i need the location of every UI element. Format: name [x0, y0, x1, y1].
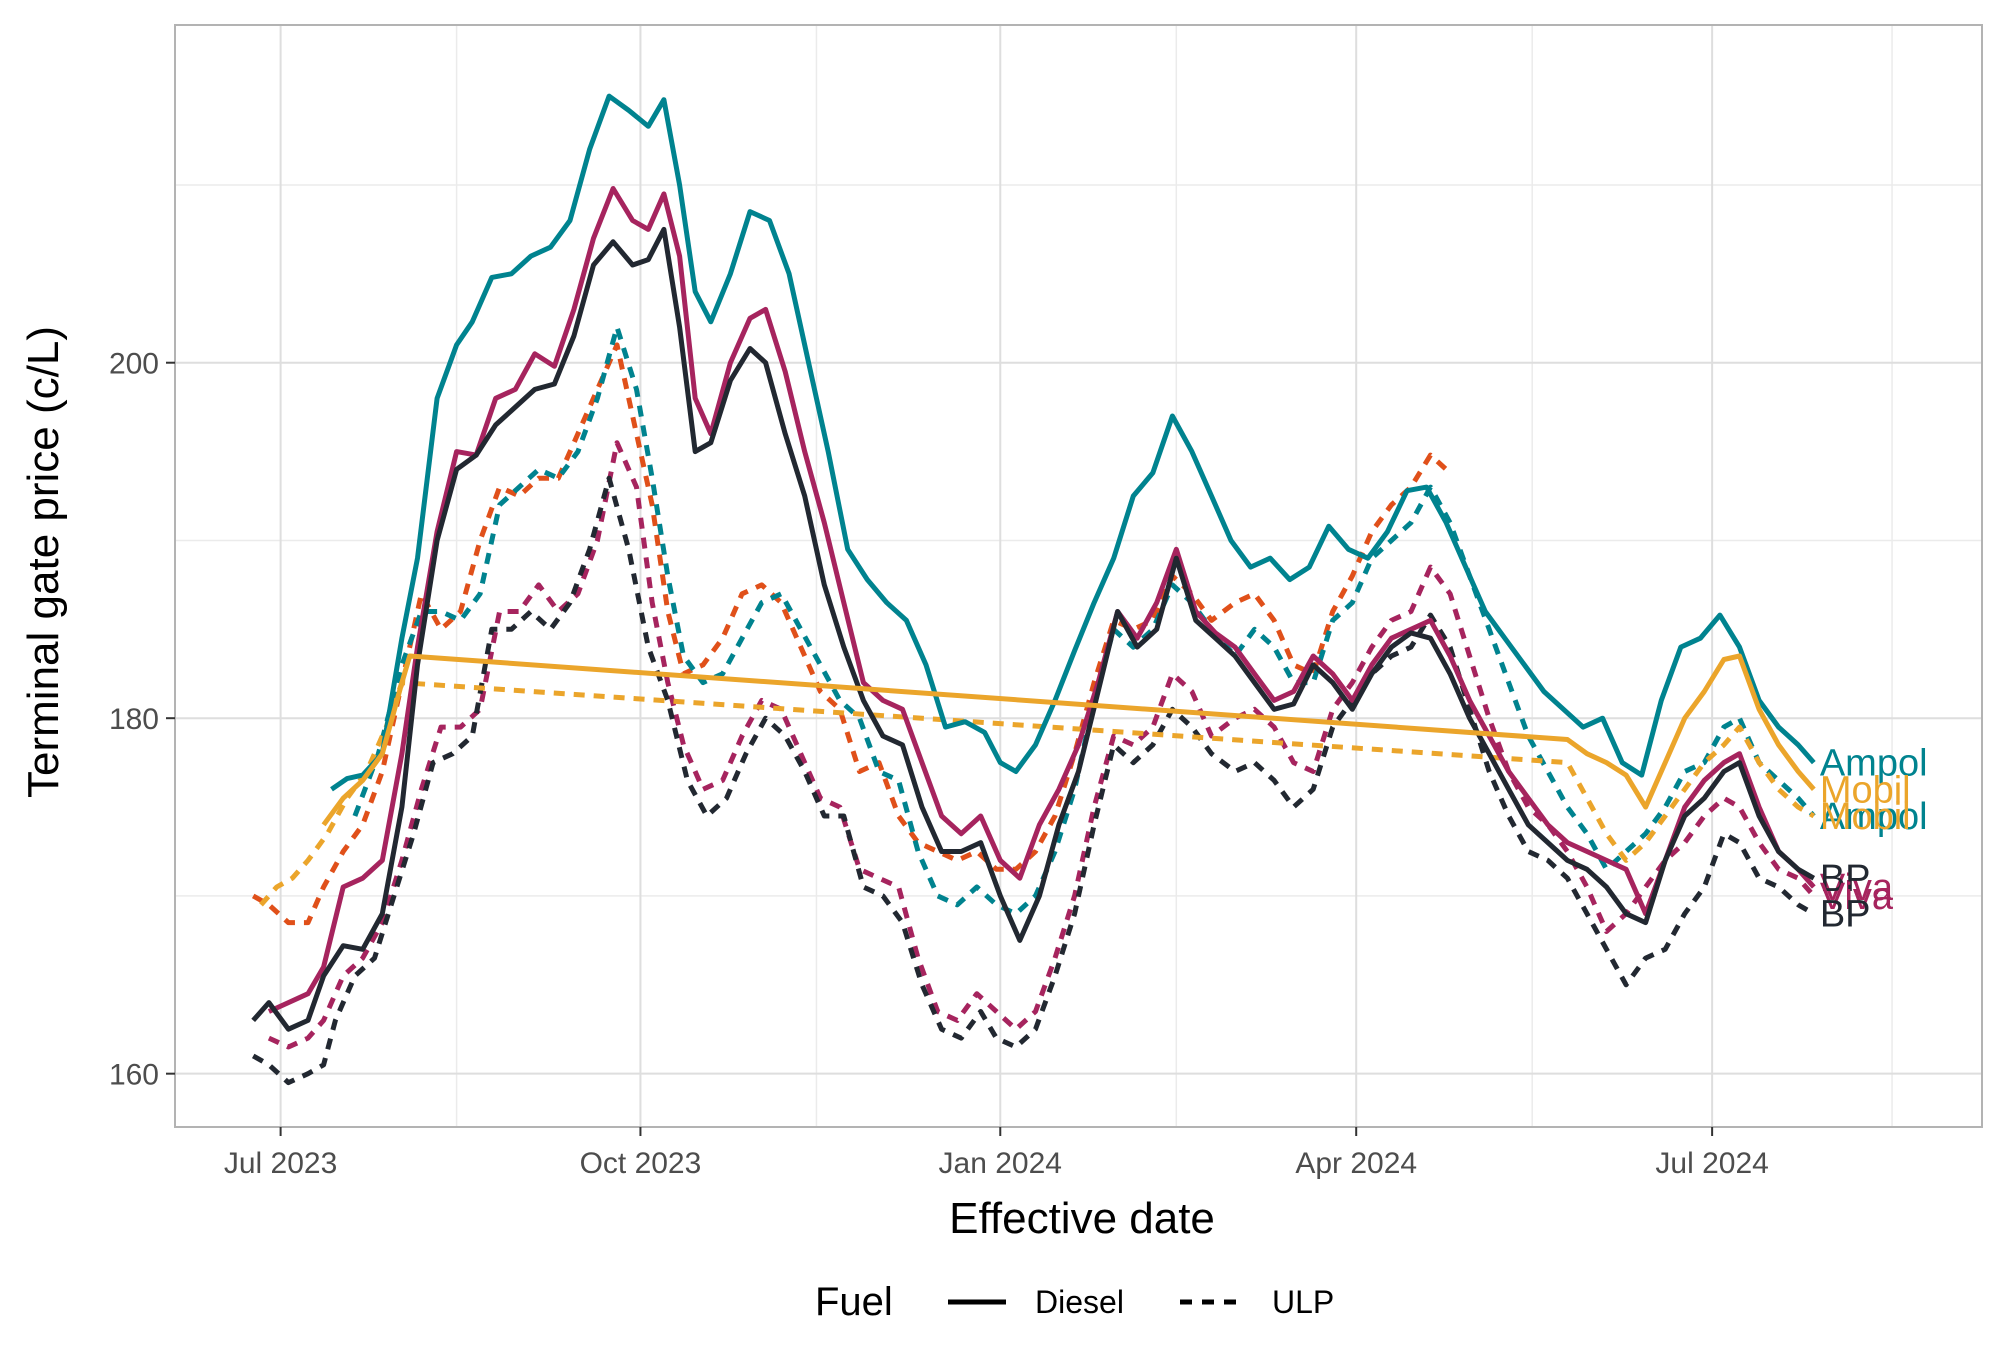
legend-title: Fuel: [815, 1280, 893, 1324]
series-line-mobil-ulp: [259, 680, 1816, 907]
x-tick-label: Jul 2024: [1655, 1147, 1768, 1180]
legend-label-ulp: ULP: [1272, 1284, 1334, 1320]
panel-border: [174, 24, 1983, 1128]
x-tick-label: Oct 2023: [580, 1147, 702, 1180]
end-label-mobil-ulp: Mobil: [1820, 796, 1911, 838]
series-layer: [251, 93, 1816, 1086]
series-line-viva-ulp: [267, 440, 1816, 1050]
legend-label-diesel: Diesel: [1035, 1284, 1124, 1320]
series-line-bp-diesel: [251, 226, 1816, 1032]
x-tick-label: Apr 2024: [1295, 1147, 1417, 1180]
end-label-ampol-diesel: Ampol: [1820, 743, 1928, 785]
end-label-viva-diesel: Viva: [1820, 867, 1894, 909]
series-line-bp-ulp: [251, 475, 1816, 1086]
end-label-ampol-ulp: Ampol: [1820, 796, 1928, 838]
y-tick-label: 160: [109, 1059, 159, 1092]
end-label-bp-ulp: BP: [1820, 894, 1871, 936]
series-line-viva-diesel: [267, 186, 1816, 1014]
x-axis-title: Effective date: [949, 1194, 1215, 1243]
grid-major: [175, 25, 1982, 1127]
end-label-viva-ulp: Viva: [1820, 876, 1894, 918]
legend: Fuel Diesel ULP: [815, 1280, 1334, 1324]
y-tick-label: 200: [109, 348, 159, 381]
series-line-mobil-ulp: [251, 342, 1448, 926]
end-label-mobil-diesel: Mobil: [1820, 769, 1911, 811]
x-axis: Jul 2023 Oct 2023 Jan 2024 Apr 2024 Jul 2024: [224, 1127, 1769, 1180]
x-tick-label: Jul 2023: [224, 1147, 337, 1180]
end-label-bp-diesel: BP: [1820, 858, 1871, 900]
y-axis-title: Terminal gate price (c/L): [19, 326, 68, 798]
series-line-mobil-diesel: [321, 653, 1816, 827]
y-tick-label: 180: [109, 703, 159, 736]
y-axis: 160 180 200: [109, 348, 175, 1092]
x-tick-label: Jan 2024: [939, 1147, 1062, 1180]
